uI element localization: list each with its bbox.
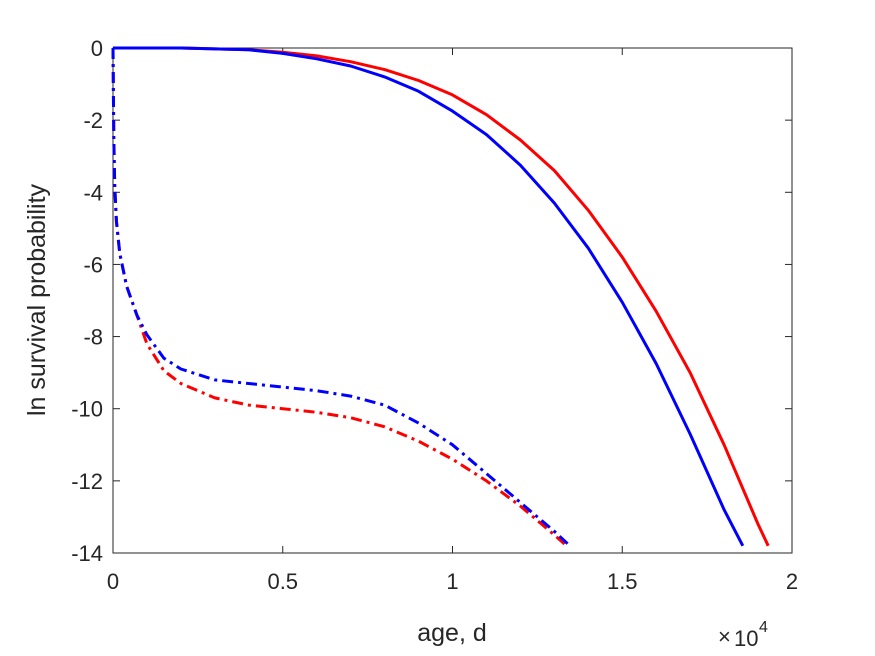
- series-line-3: [111, 47, 566, 546]
- y-tick-label: -12: [71, 469, 103, 494]
- y-tick-label: -4: [83, 180, 103, 205]
- y-axis-label: ln survival probability: [23, 183, 51, 416]
- series-group: [111, 46, 770, 547]
- series-line-2: [113, 46, 745, 547]
- svg-text:4: 4: [759, 619, 768, 636]
- y-tick-label: -8: [83, 325, 103, 350]
- x-axis-multiplier: × 10 4: [718, 619, 768, 651]
- series-line-4: [111, 47, 569, 546]
- x-tick-label: 1: [446, 569, 458, 594]
- y-tick-label: -2: [83, 108, 103, 133]
- y-tick-label: 0: [91, 36, 103, 61]
- y-tick-label: -10: [71, 397, 103, 422]
- x-tick-label: 0.5: [267, 569, 298, 594]
- x-tick-label: 2: [786, 569, 798, 594]
- x-tick-label: 0: [107, 569, 119, 594]
- x-axis-label: age, d: [417, 619, 487, 647]
- x-axis-ticks: 0 0.5 1 1.5 2: [107, 48, 798, 594]
- y-tick-label: -14: [71, 541, 103, 566]
- svg-text:×: ×: [718, 624, 731, 649]
- y-tick-label: -6: [83, 252, 103, 277]
- x-tick-label: 1.5: [607, 569, 638, 594]
- svg-text:10: 10: [734, 626, 758, 651]
